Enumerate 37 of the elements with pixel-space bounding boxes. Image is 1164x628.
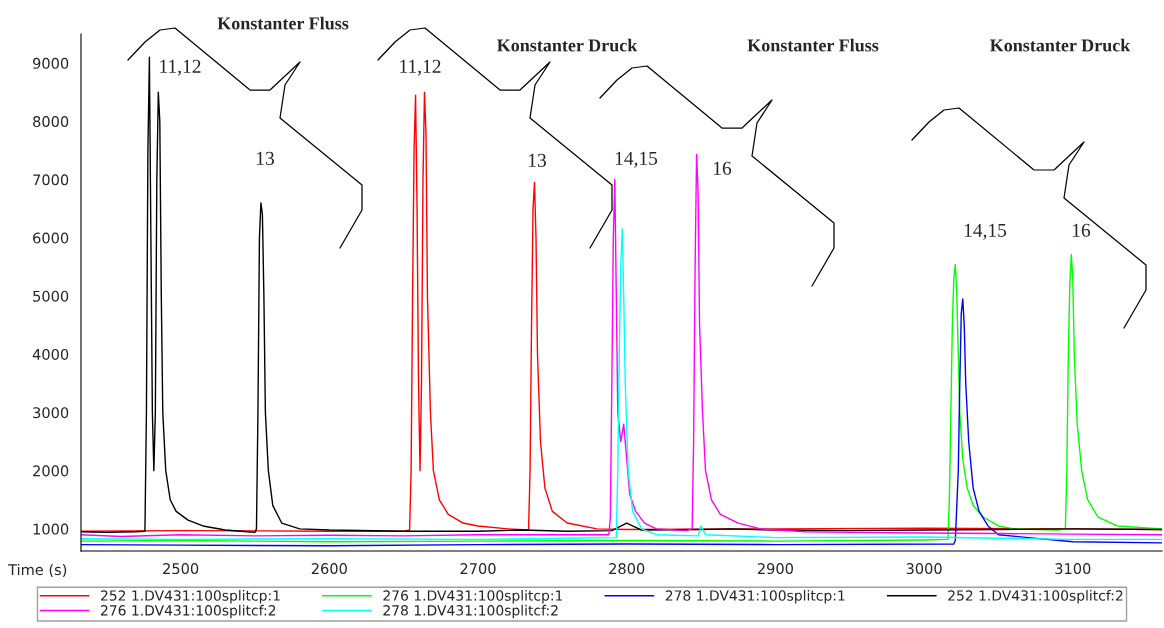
annotation: Konstanter Druck [990,38,1131,52]
annotation: 13 [528,153,546,167]
y-tick-label: 1000 [33,523,69,535]
annotation: 14,15 [615,151,658,168]
y-tick-label: 6000 [33,232,69,244]
annotation: 16 [713,161,732,175]
legend-label: 278 1.DV431:100splitcf:2 [383,604,558,619]
annotation: 16 [1072,223,1091,237]
legend-label: 276 1.DV431:100splitcf:2 [100,604,276,619]
legend-label: 278 1.DV431:100splitcp:1 [665,590,845,604]
y-tick-label: 4000 [32,348,69,360]
annotation: Konstanter Fluss [747,38,879,52]
y-tick-label: 3000 [33,407,69,419]
x-tick-label: 2500 [163,563,199,575]
legend-label: 276 1.DV431:100splitcp:1 [383,590,563,604]
annotation: 13 [256,151,274,165]
x-axis-title: Time (s) [8,563,67,577]
y-tick-label: 7000 [33,174,69,186]
annotation: 11,12 [400,59,441,76]
x-tick-label: 2900 [757,563,793,575]
line-series [81,298,1162,547]
x-tick-label: 3000 [906,563,942,575]
x-tick-label: 2700 [460,563,496,575]
x-tick-label: 2600 [311,563,347,575]
y-tick-label: 8000 [33,116,69,128]
annotation: 11,12 [160,59,201,76]
x-tick-label: 2800 [609,563,645,575]
annotation: Konstanter Druck [497,38,638,52]
x-tick-label: 3100 [1055,563,1091,575]
annotation: 14,15 [964,223,1007,240]
text: Konstanter Fluss [217,16,349,30]
y-tick-label: 9000 [33,57,69,69]
y-tick-label: 2000 [33,465,69,477]
legend-label: 252 1.DV431:100splitcf:2 [948,590,1123,604]
legend-label: 252 1.DV431:100splitcp:1 [100,590,280,604]
line-series [81,153,1162,538]
y-tick-label: 5000 [33,290,69,302]
